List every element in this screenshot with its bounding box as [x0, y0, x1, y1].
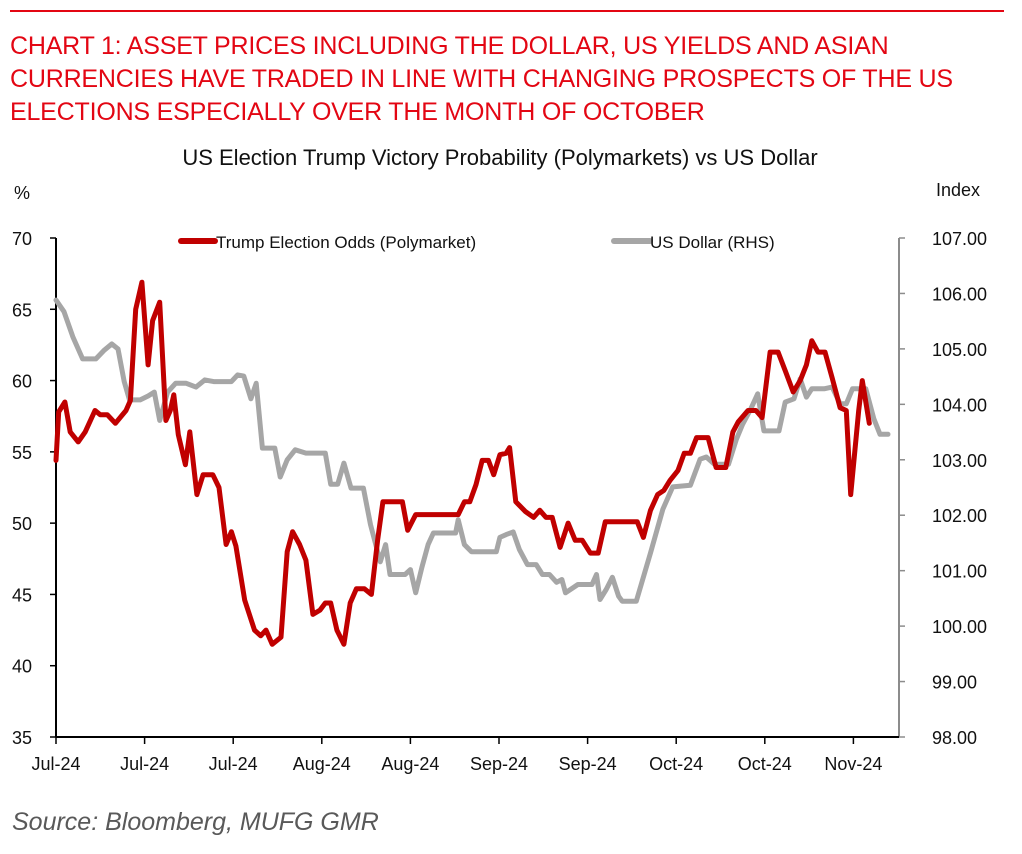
x-tick-label: Jul-24	[120, 754, 169, 774]
chart-title: US Election Trump Victory Probability (P…	[182, 145, 818, 170]
left-tick-label: 50	[12, 514, 32, 534]
left-tick-label: 70	[12, 229, 32, 249]
top-rule	[10, 10, 1004, 12]
legend-label-trump-odds: Trump Election Odds (Polymarket)	[216, 233, 476, 252]
right-axis-label: Index	[936, 180, 980, 200]
right-tick-label: 104.00	[932, 395, 987, 415]
left-tick-label: 45	[12, 585, 32, 605]
x-tick-label: Oct-24	[649, 754, 703, 774]
axes: 70 65 60 55 50 45 40 35 107.00 106.00 105.00 104.00…	[12, 229, 987, 774]
left-tick-label: 65	[12, 300, 32, 320]
series-lines	[53, 279, 891, 647]
right-tick-label: 98.00	[932, 728, 977, 748]
right-tick-label: 107.00	[932, 229, 987, 249]
x-tick-label: Jul-24	[31, 754, 80, 774]
x-tick-label: Sep-24	[470, 754, 528, 774]
x-tick-label: Jul-24	[209, 754, 258, 774]
right-tick-label: 99.00	[932, 673, 977, 693]
right-tick-label: 102.00	[932, 506, 987, 526]
left-tick-label: 60	[12, 372, 32, 392]
x-tick-label: Oct-24	[738, 754, 792, 774]
right-tick-label: 105.00	[932, 340, 987, 360]
headline: CHART 1: ASSET PRICES INCLUDING THE DOLL…	[10, 32, 953, 126]
right-tick-label: 106.00	[932, 284, 987, 304]
x-tick-label: Nov-24	[824, 754, 882, 774]
left-tick-label: 35	[12, 728, 32, 748]
series-line-trump-odds	[53, 279, 872, 647]
x-tick-label: Aug-24	[381, 754, 439, 774]
legend: Trump Election Odds (Polymarket) US Doll…	[178, 233, 775, 252]
left-tick-label: 40	[12, 657, 32, 677]
legend-label-us-dollar: US Dollar (RHS)	[650, 233, 775, 252]
source-note: Source: Bloomberg, MUFG GMR	[12, 808, 379, 836]
left-axis-label: %	[14, 183, 30, 203]
right-tick-label: 103.00	[932, 451, 987, 471]
x-tick-label: Sep-24	[559, 754, 617, 774]
left-tick-label: 55	[12, 443, 32, 463]
right-tick-label: 101.00	[932, 562, 987, 582]
x-tick-label: Aug-24	[293, 754, 351, 774]
right-tick-label: 100.00	[932, 617, 987, 637]
